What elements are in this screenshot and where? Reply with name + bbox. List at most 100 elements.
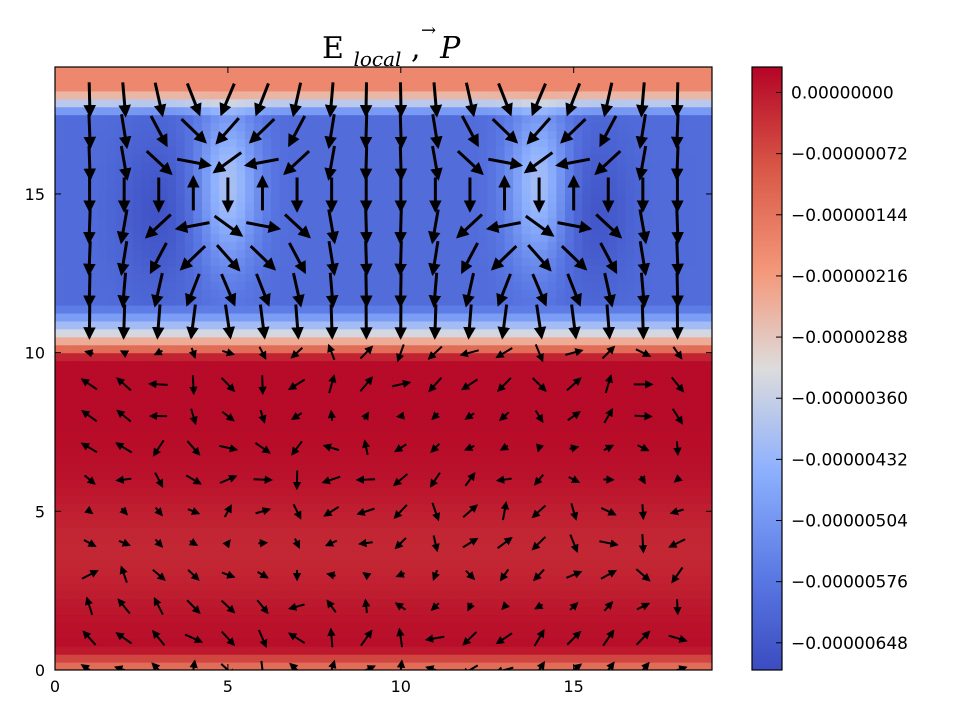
heatmap-cell <box>55 352 65 362</box>
heatmap-cell <box>469 455 480 465</box>
heatmap-cell <box>547 654 557 663</box>
heatmap-cell <box>253 400 264 409</box>
heatmap-cell <box>547 178 557 187</box>
heatmap-cell <box>80 638 91 647</box>
heatmap-cell <box>314 550 324 560</box>
heatmap-cell <box>253 368 264 378</box>
heatmap-cell <box>115 519 125 528</box>
heatmap-cell <box>80 130 91 139</box>
heatmap-cell <box>227 170 238 179</box>
heatmap-cell <box>271 408 281 417</box>
heatmap-cell <box>547 233 557 243</box>
heatmap-cell <box>322 455 333 465</box>
heatmap-cell <box>469 344 480 354</box>
heatmap-cell <box>426 463 436 473</box>
heatmap-cell <box>539 305 549 314</box>
heatmap-cell <box>63 281 73 290</box>
heatmap-cell <box>80 511 91 520</box>
heatmap-cell <box>314 352 324 362</box>
heatmap-cell <box>582 114 592 124</box>
heatmap-cell <box>98 487 108 497</box>
heatmap-cell <box>72 281 82 290</box>
heatmap-cell <box>590 328 601 338</box>
heatmap-cell <box>444 495 454 504</box>
heatmap-cell <box>115 178 125 187</box>
heatmap-cell <box>478 550 488 560</box>
heatmap-cell <box>400 344 411 354</box>
heatmap-cell <box>590 550 601 560</box>
heatmap-cell <box>469 225 480 235</box>
heatmap-cell <box>374 447 385 457</box>
heatmap-cell <box>400 424 411 433</box>
heatmap-cell <box>478 662 488 670</box>
heatmap-cell <box>106 662 117 670</box>
heatmap-cell <box>184 463 194 473</box>
heatmap-cell <box>504 320 514 330</box>
heatmap-cell <box>55 249 65 259</box>
heatmap-cell <box>590 297 601 306</box>
heatmap-cell <box>167 146 177 155</box>
heatmap-cell <box>461 558 471 568</box>
heatmap-cell <box>435 241 445 251</box>
heatmap-cell <box>184 606 194 616</box>
heatmap-cell <box>141 249 151 259</box>
heatmap-cell <box>452 98 462 108</box>
heatmap-cell <box>253 138 264 147</box>
heatmap-cell <box>573 519 583 528</box>
heatmap-cell <box>409 106 419 116</box>
heatmap-cell <box>400 455 411 465</box>
heatmap-cell <box>487 376 497 385</box>
heatmap-cell <box>495 630 506 639</box>
heatmap-cell <box>409 138 419 147</box>
heatmap-cell <box>271 654 281 663</box>
heatmap-cell <box>469 622 480 631</box>
heatmap-cell <box>340 598 350 608</box>
heatmap-cell <box>106 312 117 322</box>
heatmap-cell <box>297 550 307 560</box>
heatmap-cell <box>513 305 523 314</box>
heatmap-cell <box>348 646 359 655</box>
heatmap-cell <box>80 257 91 266</box>
heatmap-cell <box>452 344 462 354</box>
heatmap-cell <box>80 550 91 560</box>
heatmap-cell <box>469 590 480 600</box>
heatmap-cell <box>392 122 402 132</box>
heatmap-cell <box>253 146 264 155</box>
heatmap-cell <box>245 408 255 417</box>
heatmap-cell <box>383 114 393 124</box>
heatmap-cell <box>236 590 246 600</box>
heatmap-cell <box>124 328 134 338</box>
heatmap-cell <box>409 447 419 457</box>
heatmap-cell <box>98 527 108 536</box>
heatmap-cell <box>115 82 125 92</box>
heatmap-cell <box>271 193 281 203</box>
heatmap-cell <box>193 455 203 465</box>
heatmap-cell <box>426 67 436 76</box>
heatmap-cell <box>348 90 359 100</box>
heatmap-cell <box>89 368 99 378</box>
heatmap-cell <box>132 487 143 497</box>
heatmap-cell <box>608 590 618 600</box>
heatmap-cell <box>245 241 255 251</box>
heatmap-cell <box>478 281 488 290</box>
heatmap-cell <box>582 495 592 504</box>
heatmap-cell <box>452 265 462 274</box>
heatmap-cell <box>288 416 298 425</box>
heatmap-cell <box>521 281 532 290</box>
heatmap-cell <box>556 154 566 163</box>
heatmap-cell <box>80 114 91 124</box>
heatmap-cell <box>504 511 514 520</box>
heatmap-cell <box>124 590 134 600</box>
heatmap-cell <box>608 352 618 362</box>
heatmap-cell <box>279 312 289 322</box>
heatmap-cell <box>106 543 117 552</box>
heatmap-cell <box>245 320 255 330</box>
heatmap-cell <box>184 352 194 362</box>
heatmap-cell <box>435 646 445 655</box>
heatmap-cell <box>72 566 82 576</box>
heatmap-cell <box>124 543 134 552</box>
heatmap-cell <box>322 217 333 227</box>
heatmap-cell <box>314 138 324 147</box>
heatmap-cell <box>55 646 65 655</box>
heatmap-cell <box>556 439 566 449</box>
